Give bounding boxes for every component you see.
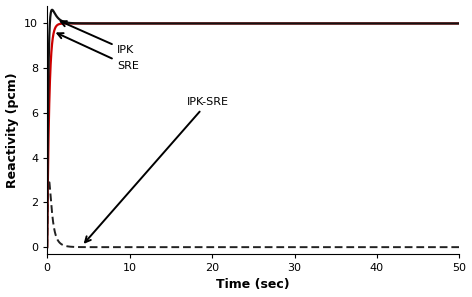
X-axis label: Time (sec): Time (sec) bbox=[217, 279, 290, 291]
Text: IPK-SRE: IPK-SRE bbox=[85, 97, 229, 242]
Y-axis label: Reactivity (pcm): Reactivity (pcm) bbox=[6, 72, 18, 187]
Text: IPK: IPK bbox=[61, 21, 135, 55]
Text: SRE: SRE bbox=[58, 33, 139, 71]
